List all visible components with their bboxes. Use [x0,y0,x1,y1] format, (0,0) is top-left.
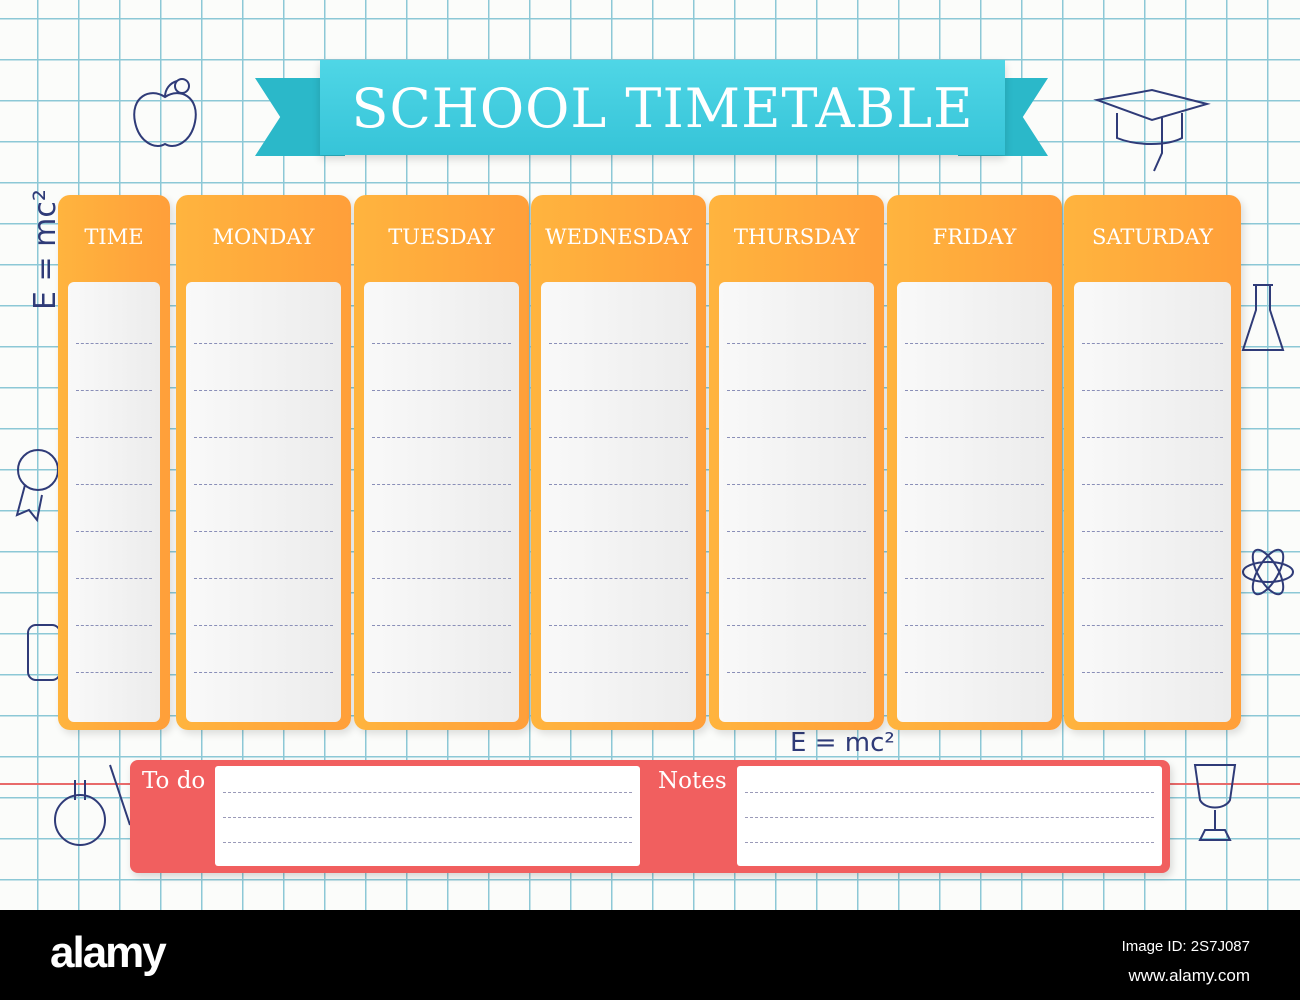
row-line [905,531,1044,532]
column-panel[interactable] [719,282,874,722]
row-line [905,343,1044,344]
row-line [1082,437,1223,438]
todo-notes-box: To do Notes [130,760,1170,873]
row-line [76,390,152,391]
row-line [905,672,1044,673]
row-line [76,625,152,626]
row-line [76,437,152,438]
row-line [727,578,866,579]
row-line [76,343,152,344]
column-panel[interactable] [186,282,341,722]
notes-label: Notes [658,768,727,794]
column-monday: MONDAY [176,195,351,730]
row-line [372,578,511,579]
column-header: TUESDAY [388,225,495,249]
row-line [1082,531,1223,532]
row-line [549,531,688,532]
column-header: MONDAY [212,225,315,249]
column-thursday: THURSDAY [709,195,884,730]
trophy-icon [1193,764,1237,841]
row-line [1082,343,1223,344]
column-tuesday: TUESDAY [354,195,529,730]
chemistry-flasks-icon [54,764,131,846]
row-line [727,625,866,626]
row-line [76,531,152,532]
row-line [549,672,688,673]
column-panel[interactable] [364,282,519,722]
row-line [194,578,333,579]
todo-label: To do [142,768,206,794]
row-line [727,531,866,532]
row-line [727,672,866,673]
row-line [1082,578,1223,579]
flask-icon [1241,284,1285,351]
row-line [549,343,688,344]
column-panel[interactable] [897,282,1052,722]
notes-area[interactable] [737,766,1162,866]
column-panel[interactable] [68,282,160,722]
footer-bar: alamy Image ID: 2S7J087 www.alamy.com [0,910,1300,1000]
todo-area[interactable] [215,766,640,866]
row-line [372,625,511,626]
atom-icon [1242,548,1294,596]
row-line [1082,672,1223,673]
row-line [905,390,1044,391]
row-line [194,625,333,626]
column-wednesday: WEDNESDAY [531,195,706,730]
column-header: SATURDAY [1092,225,1213,249]
row-line [194,531,333,532]
row-line [194,390,333,391]
formula-doodle: E = mc² [790,728,895,758]
alamy-logo: alamy [50,928,167,977]
row-line [372,531,511,532]
graduation-cap-icon [1093,88,1211,172]
row-line [549,437,688,438]
row-line [372,390,511,391]
row-line [905,437,1044,438]
formula-icon: E = mc² [28,189,63,310]
row-line [1082,390,1223,391]
row-line [905,578,1044,579]
medal-icon [15,449,59,523]
image-id: Image ID: 2S7J087 [1121,938,1250,955]
row-line [727,437,866,438]
column-saturday: SATURDAY [1064,195,1241,730]
column-time: TIME [58,195,170,730]
row-line [727,484,866,485]
column-panel[interactable] [1074,282,1231,722]
column-header: THURSDAY [733,225,860,249]
apple-icon [133,78,197,147]
row-line [76,484,152,485]
footer-url: www.alamy.com [1128,966,1250,985]
row-line [727,343,866,344]
row-line [1082,484,1223,485]
row-line [549,390,688,391]
row-line [194,343,333,344]
column-header: WEDNESDAY [545,225,692,249]
row-line [372,484,511,485]
row-line [76,578,152,579]
page-title: SCHOOL TIMETABLE [320,60,1005,155]
row-line [905,484,1044,485]
row-line [194,437,333,438]
column-friday: FRIDAY [887,195,1062,730]
row-line [372,437,511,438]
row-line [549,625,688,626]
row-line [727,390,866,391]
svg-text:E = mc²: E = mc² [28,189,63,310]
row-line [372,672,511,673]
row-line [1082,625,1223,626]
row-line [194,672,333,673]
row-line [76,672,152,673]
row-line [549,484,688,485]
row-line [372,343,511,344]
row-line [549,578,688,579]
row-line [905,625,1044,626]
column-header: TIME [84,225,144,249]
column-header: FRIDAY [932,225,1017,249]
row-line [194,484,333,485]
column-panel[interactable] [541,282,696,722]
